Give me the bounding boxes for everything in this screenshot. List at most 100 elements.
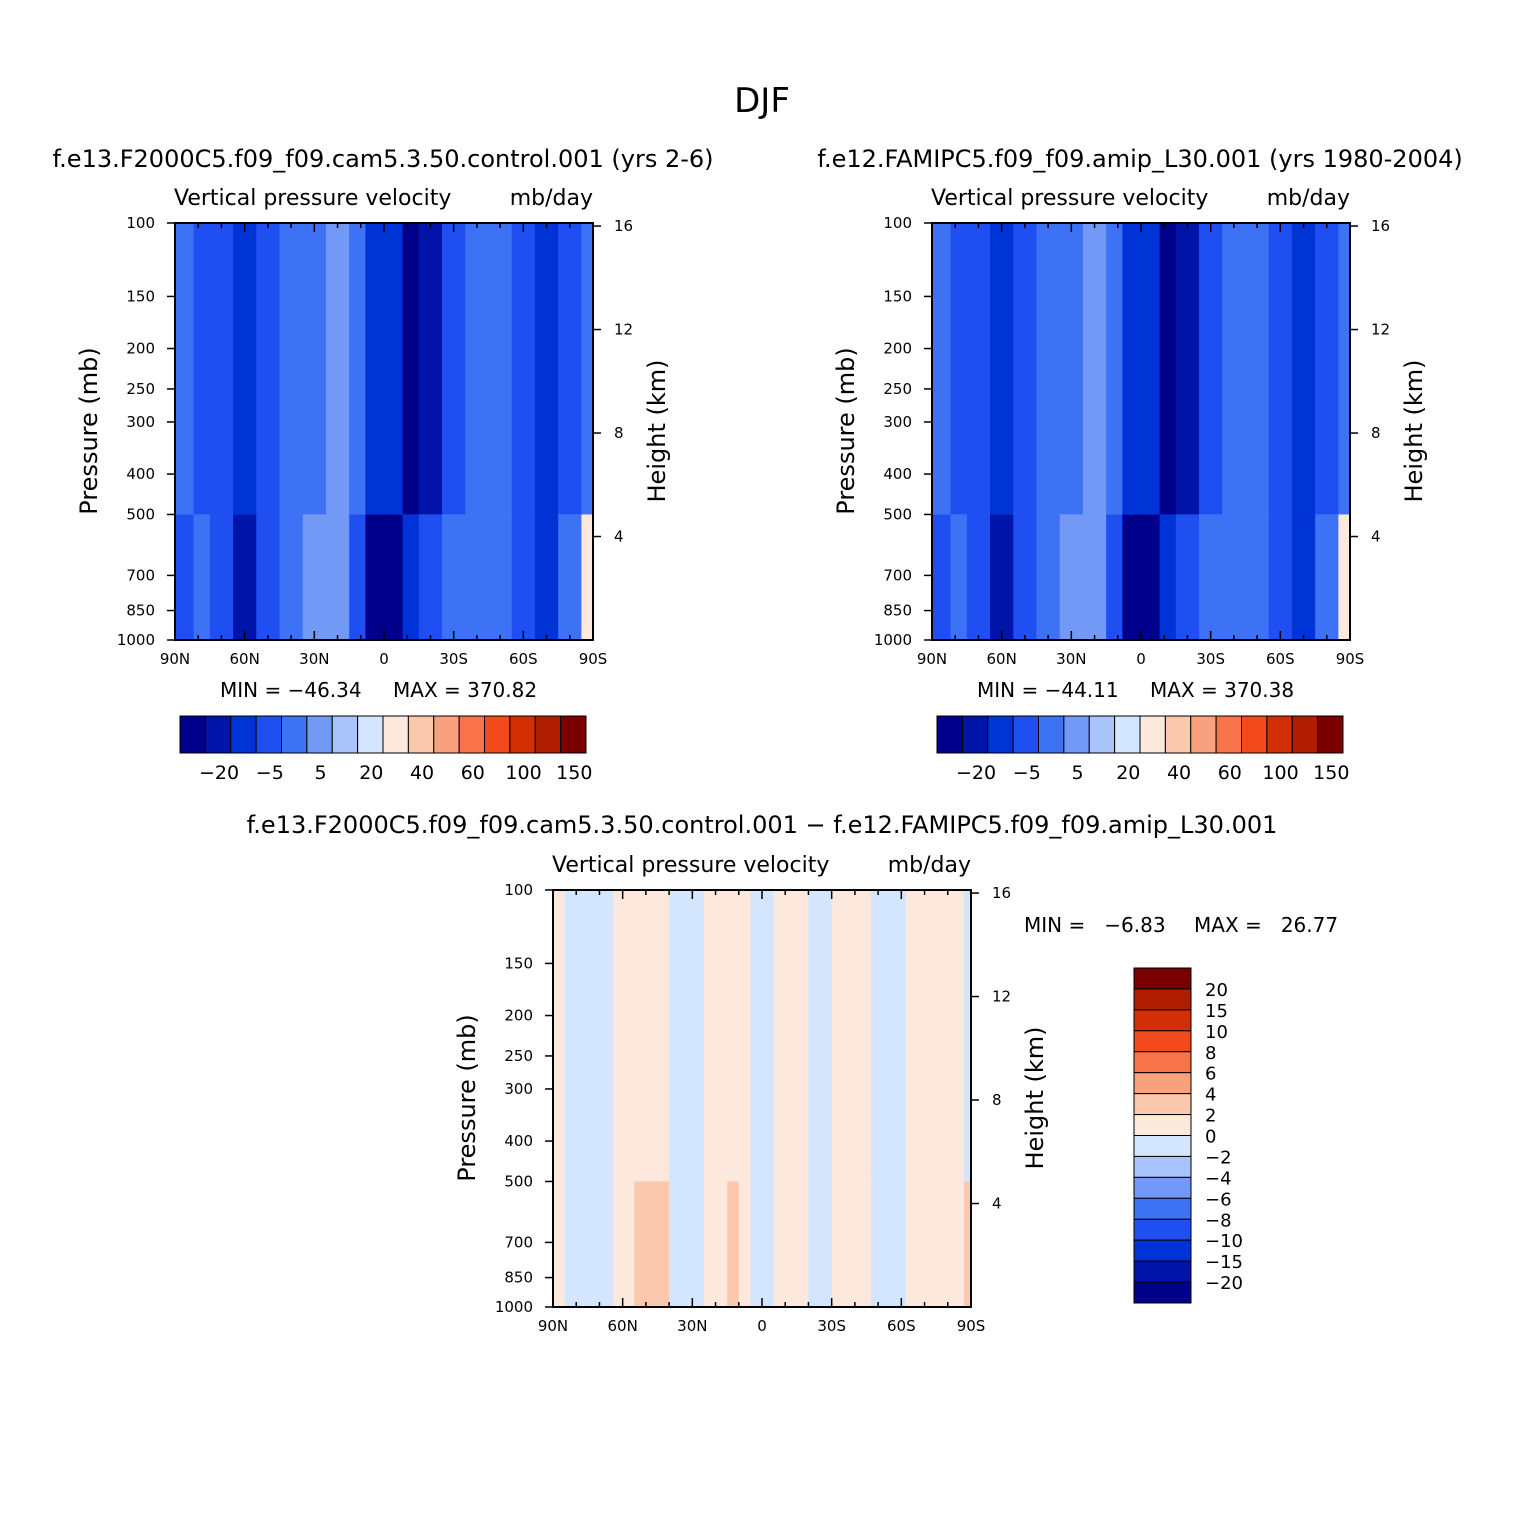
colorbar-box [1088, 715, 1116, 754]
y2-tick-label: 4 [614, 528, 624, 546]
colorbar-label: 4 [1205, 1085, 1216, 1106]
y2-tick-label: 16 [1371, 217, 1390, 235]
field-cell-upper [738, 890, 751, 1182]
field-cell-upper [256, 223, 281, 515]
colorbar-label: −20 [956, 762, 996, 784]
y-tick-label: 700 [883, 566, 912, 584]
colorbar-box [458, 715, 485, 754]
field-cell-lower [1013, 514, 1038, 640]
y2-tick-label: 16 [992, 884, 1011, 902]
y2-tick-label: 4 [1371, 528, 1381, 546]
field-cell-lower [418, 514, 443, 640]
field-cell-upper [1199, 223, 1223, 515]
y-tick-label: 850 [504, 1269, 533, 1287]
field-cell-lower [1122, 514, 1142, 640]
x-tick-label: 60S [1266, 650, 1295, 668]
field-cell-upper [558, 223, 582, 515]
colorbar-label: −5 [1013, 762, 1041, 784]
field-cell-upper [905, 890, 949, 1182]
field-cell-upper [727, 890, 740, 1182]
field-cell-lower [1106, 514, 1124, 640]
y-tick-label: 200 [504, 1007, 533, 1025]
y-tick-label: 500 [126, 505, 155, 523]
colorbar-label: 5 [315, 762, 327, 784]
field-cell-upper [279, 223, 304, 515]
y2-axis-label: Height (km) [1400, 360, 1428, 503]
x-tick-label: 30S [439, 650, 468, 668]
field-cell-lower [1175, 514, 1200, 640]
plot-area: 90N 60N 30N 0 30S 60S 90S 100 150 200 250 300 400 500… [117, 214, 633, 668]
colorbar-box [1114, 715, 1141, 754]
field-cell-lower [854, 1181, 872, 1307]
colorbar-box [1038, 715, 1065, 754]
colorbar: −20 −5 5 20 40 60 100 150 [936, 715, 1349, 784]
field-cell-lower [302, 514, 327, 640]
field-cell-upper [1106, 223, 1124, 515]
x-tick-label: 90S [1336, 650, 1365, 668]
field-cell-lower [905, 1181, 949, 1307]
y2-tick-label: 16 [614, 217, 633, 235]
x-tick-label: 60N [608, 1317, 638, 1335]
colorbar-label: 150 [1313, 762, 1349, 784]
colorbar-label: 40 [1167, 762, 1191, 784]
panel-amip: f.e12.FAMIPC5.f09_f09.amip_L30.001 (yrs … [817, 145, 1463, 784]
colorbar-label: −20 [1205, 1273, 1243, 1294]
field-cell-upper [1291, 223, 1316, 515]
x-tick-label: 60S [887, 1317, 916, 1335]
field-cell-lower [1082, 514, 1107, 640]
field-cell-lower [831, 1181, 856, 1307]
field-cell-lower [1315, 514, 1339, 640]
y-tick-label: 100 [883, 214, 912, 232]
y-tick-label: 300 [883, 413, 912, 431]
field-cell-upper [854, 890, 872, 1182]
field-cell-lower [384, 514, 404, 640]
x-tick-label: 90N [538, 1317, 568, 1335]
x-tick-label: 90N [917, 650, 947, 668]
x-tick-label: 60N [230, 650, 260, 668]
field-cell-lower [1268, 514, 1293, 640]
y2-tick-label: 12 [1371, 321, 1390, 339]
field-cell-lower [692, 1181, 705, 1307]
field-cell-lower [808, 1181, 833, 1307]
colorbar-box [1164, 715, 1192, 754]
colorbar-box [255, 715, 282, 754]
colorbar-label: 60 [1218, 762, 1242, 784]
field-cell-upper [325, 223, 350, 515]
field-cell-lower [738, 1181, 751, 1307]
field-cell-lower [193, 514, 211, 640]
field-cell-lower [488, 514, 513, 640]
colorbar-box [382, 715, 409, 754]
x-tick-label: 0 [757, 1317, 767, 1335]
colorbar-box [509, 715, 536, 754]
field-cell-upper [581, 223, 594, 515]
x-tick-label: 30N [299, 650, 329, 668]
colorbar-label: 150 [556, 762, 592, 784]
field-cell-lower [558, 514, 582, 640]
y-tick-label: 250 [883, 380, 912, 398]
colorbar-box [1133, 1114, 1192, 1136]
y2-tick-label: 8 [1371, 424, 1381, 442]
field-cell-lower [209, 514, 234, 640]
field-cell-upper [1122, 223, 1142, 515]
colorbar-label: −4 [1205, 1168, 1232, 1189]
field-cell-upper [773, 890, 810, 1182]
field-cell-lower [657, 1181, 670, 1307]
colorbar-box [1133, 988, 1192, 1011]
field-cell-lower [233, 514, 257, 640]
field-cell-lower [442, 514, 466, 640]
max-label: MAX = 370.82 [393, 678, 537, 702]
colorbar-box [230, 715, 257, 754]
colorbar-label: −5 [256, 762, 284, 784]
colorbar-box [1133, 967, 1192, 990]
min-label: MIN = −44.11 [977, 678, 1119, 702]
colorbar-label: 15 [1205, 1001, 1228, 1022]
colorbar-label: 100 [1262, 762, 1298, 784]
field-cell-upper [657, 890, 670, 1182]
colorbar-label: 8 [1205, 1043, 1216, 1064]
panel-units: mb/day [510, 186, 593, 211]
field-cell-upper [932, 223, 952, 515]
colorbar-label: 20 [359, 762, 383, 784]
colorbar-box [1133, 1197, 1192, 1220]
